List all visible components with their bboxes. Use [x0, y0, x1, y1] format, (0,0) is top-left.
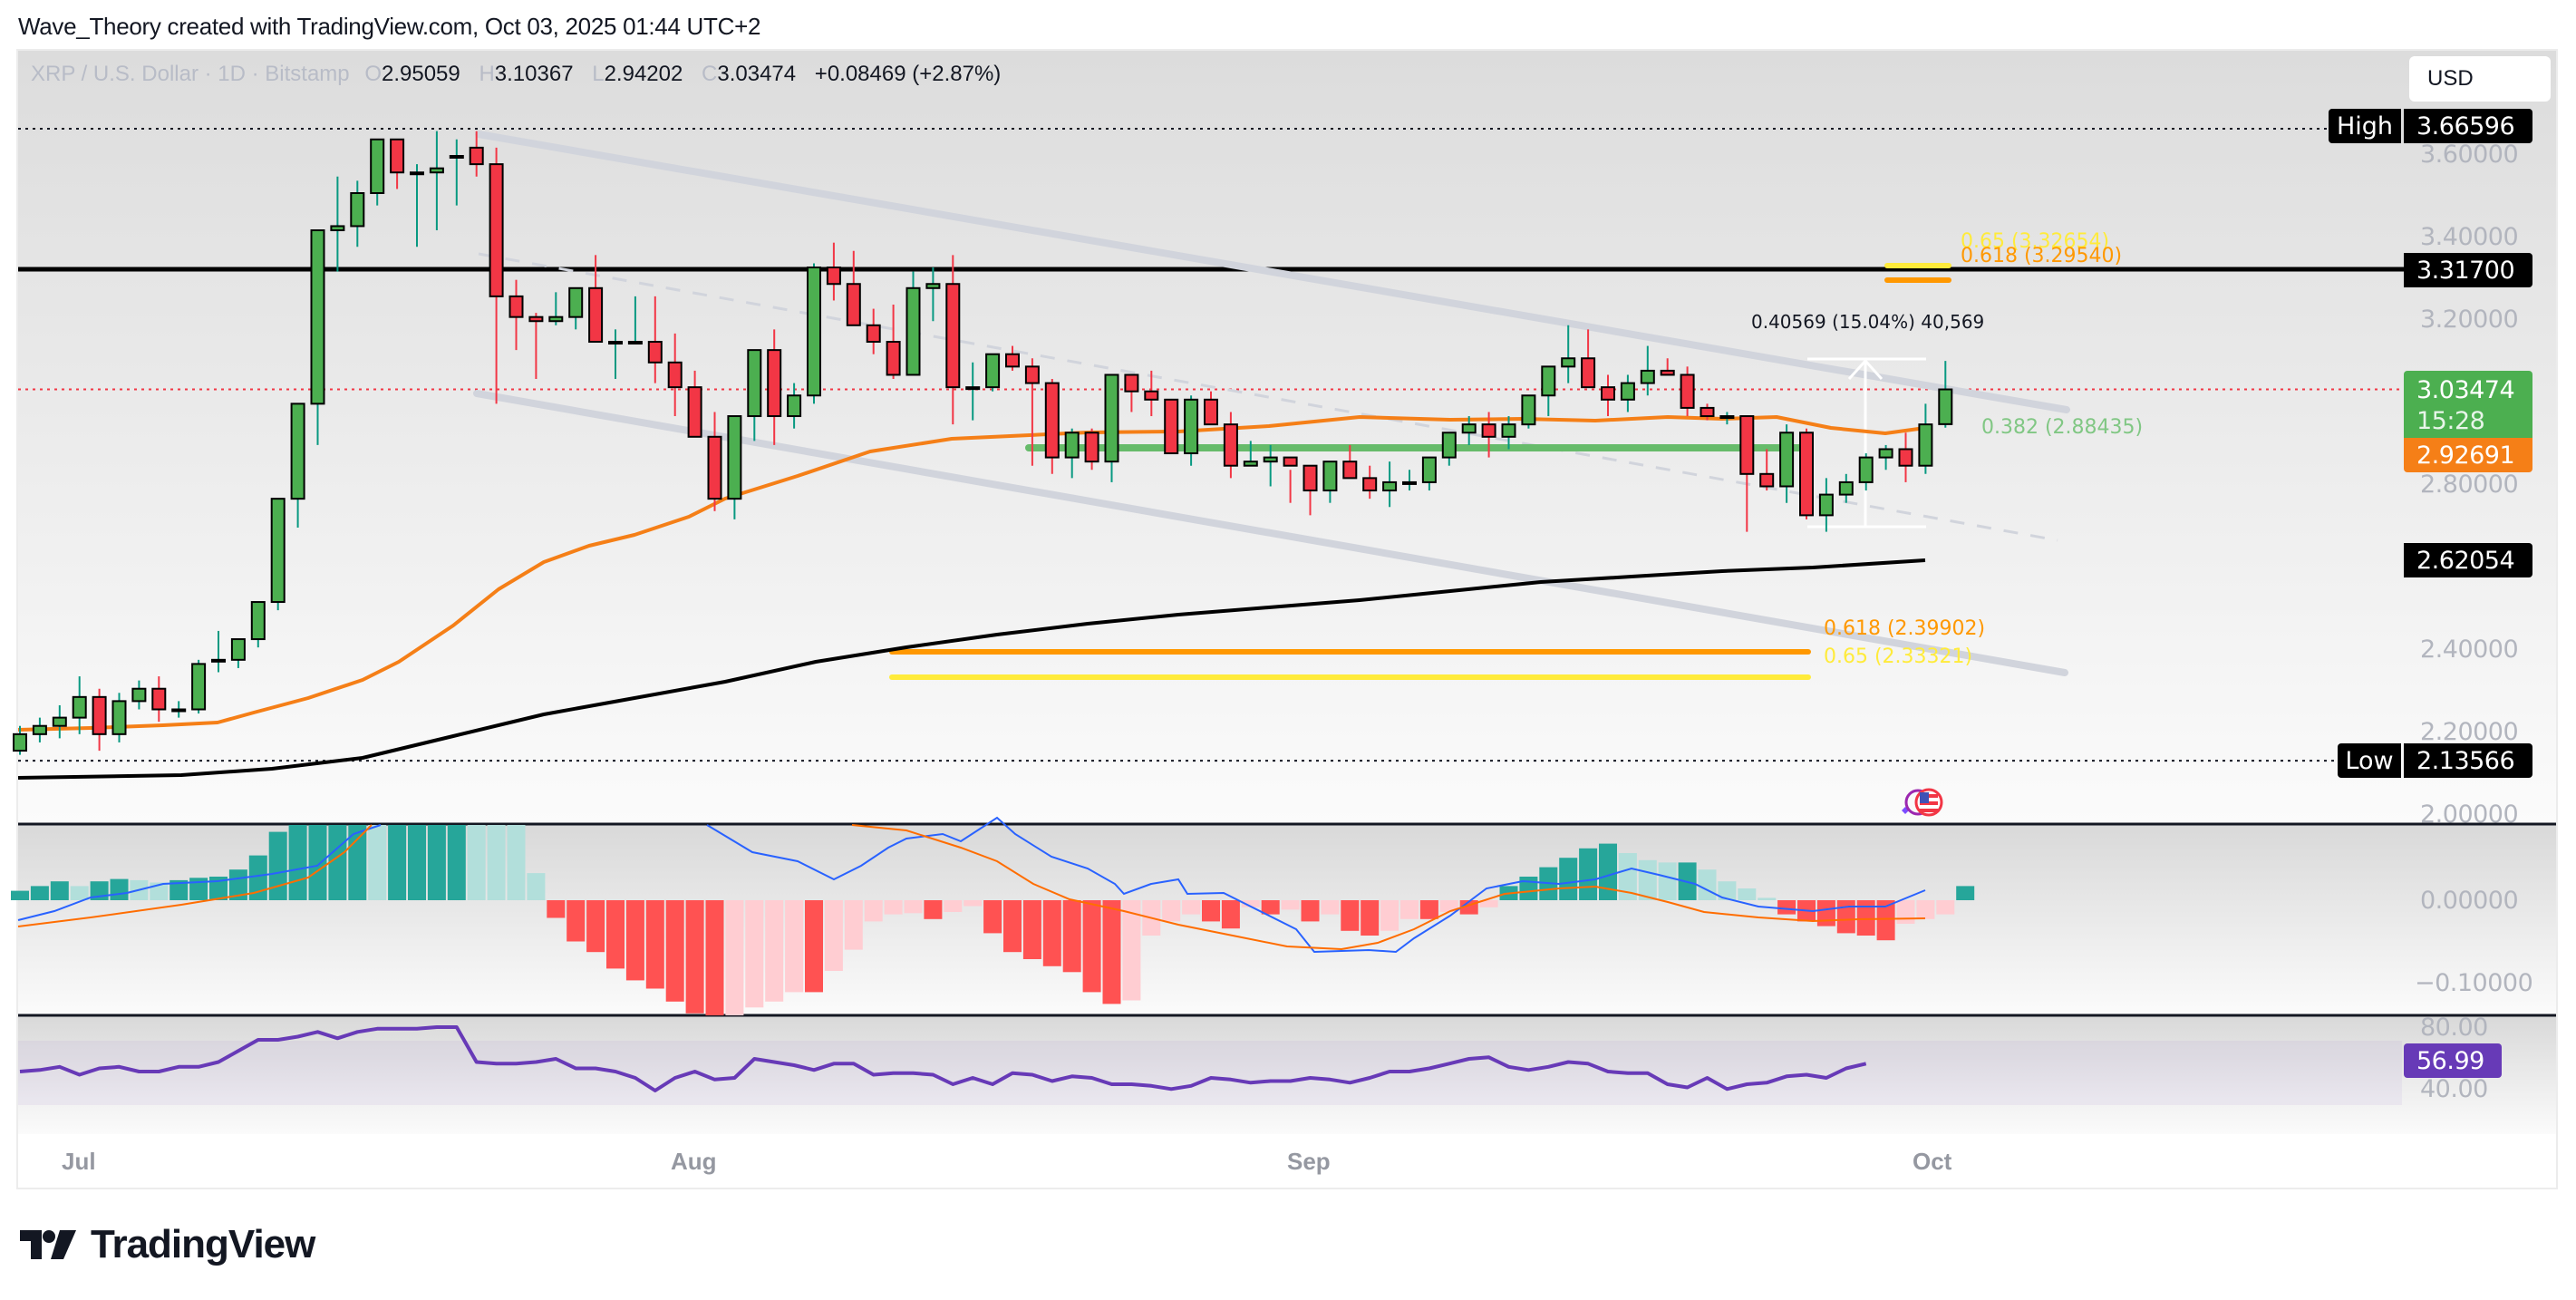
rsi-pane [19, 1025, 1867, 1092]
open-value: 2.95059 [382, 62, 460, 86]
rsi-value-tag: 56.99 [2404, 1043, 2502, 1078]
candle-countdown: 15:28 [2416, 407, 2485, 435]
price-tick: 2.40000 [2420, 635, 2519, 664]
macd-tick: 0.00000 [2420, 887, 2519, 915]
high-key: H [479, 62, 495, 86]
ema-value-tag: 2.92691 [2404, 438, 2532, 472]
currency-button[interactable]: USD [2409, 56, 2551, 102]
candlestick-series [13, 131, 1953, 755]
last-price-value: 3.03474 [2416, 376, 2515, 404]
fib-065-upper-label: 0.65 (3.32654) [1961, 230, 2110, 253]
price-range-measure-label: 0.40569 (15.04%) 40,569 [1751, 311, 1985, 333]
tradingview-wordmark: TradingView [91, 1222, 315, 1266]
fib-0382-label: 0.382 (2.88435) [1981, 416, 2144, 439]
change-value: +0.08469 (+2.87%) [814, 62, 1002, 86]
time-label-jul: Jul [62, 1148, 96, 1175]
resistance-value-tag: 3.31700 [2404, 253, 2532, 287]
high-value: 3.10367 [494, 62, 574, 86]
high-value-tag: 3.66596 [2404, 109, 2532, 143]
time-label-oct: Oct [1913, 1148, 1952, 1175]
close-value: 3.03474 [717, 62, 797, 86]
macd-pane [11, 816, 1975, 1015]
sma200-value-tag: 2.62054 [2404, 543, 2532, 577]
price-tick: 3.60000 [2420, 141, 2519, 169]
fib-0618-upper-label: 0.618 (3.29540) [1961, 245, 2123, 267]
symbol-name[interactable]: XRP / U.S. Dollar · 1D · Bitstamp [31, 62, 350, 86]
chart-credit: Wave_Theory created with TradingView.com… [18, 13, 761, 40]
high-label: High [2329, 109, 2401, 143]
chart-frame [16, 49, 2558, 1189]
rsi-tick: 40.00 [2420, 1075, 2488, 1103]
fib-065-lower-label: 0.65 (2.33321) [1824, 645, 1973, 668]
last-price-tag: 3.03474 15:28 [2404, 371, 2532, 441]
macd-tick: −0.10000 [2415, 969, 2533, 997]
price-tick: 2.00000 [2420, 800, 2519, 829]
chart-background [18, 51, 2556, 1134]
open-key: O [364, 62, 382, 86]
price-tick: 2.80000 [2420, 471, 2519, 499]
rsi-tick: 80.00 [2420, 1014, 2488, 1042]
price-tick: 3.20000 [2420, 306, 2519, 334]
low-value: 2.94202 [604, 62, 683, 86]
price-tick: 3.40000 [2420, 223, 2519, 251]
symbol-legend: XRP / U.S. Dollar · 1D · Bitstamp O2.950… [31, 62, 1001, 87]
time-label-aug: Aug [671, 1148, 717, 1175]
events-icon[interactable] [1898, 783, 1943, 821]
time-label-sep: Sep [1287, 1148, 1331, 1175]
low-key: L [592, 62, 605, 86]
tradingview-logo[interactable]: TradingView [20, 1222, 315, 1267]
tradingview-logo-icon [20, 1230, 76, 1259]
low-value-tag: 2.13566 [2404, 743, 2532, 778]
close-key: C [702, 62, 718, 86]
drawing-overlays [17, 127, 2404, 780]
low-label: Low [2338, 743, 2401, 778]
price-tick: 2.20000 [2420, 718, 2519, 746]
fib-0618-lower-label: 0.618 (2.39902) [1824, 617, 1986, 640]
